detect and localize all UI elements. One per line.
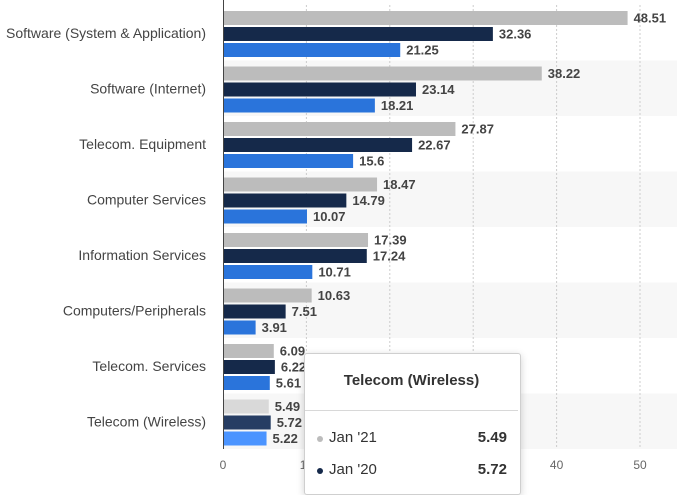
data-label: 5.61 bbox=[276, 376, 301, 391]
bar bbox=[224, 415, 271, 430]
data-label: 10.07 bbox=[313, 209, 346, 224]
bar bbox=[224, 43, 401, 57]
bar bbox=[224, 209, 307, 224]
bar bbox=[224, 344, 274, 358]
category-label: Information Services bbox=[78, 247, 206, 263]
category-label: Telecom (Wireless) bbox=[87, 413, 206, 429]
data-label: 5.49 bbox=[275, 399, 300, 414]
bar bbox=[224, 399, 269, 414]
category-label: Software (Internet) bbox=[90, 80, 206, 96]
tooltip-title: Telecom (Wireless) bbox=[343, 372, 480, 389]
tooltip-row: Jan '20 5.72 bbox=[317, 461, 507, 481]
x-tick-label: 0 bbox=[220, 458, 227, 472]
bar bbox=[224, 66, 542, 81]
data-label: 38.22 bbox=[548, 66, 581, 81]
bar bbox=[224, 431, 267, 446]
data-label: 10.63 bbox=[318, 288, 351, 303]
category-label: Computer Services bbox=[87, 191, 206, 207]
data-label: 15.6 bbox=[359, 154, 384, 169]
data-label: 27.87 bbox=[461, 122, 494, 137]
data-label: 14.79 bbox=[352, 193, 385, 208]
series-dot-icon bbox=[317, 468, 323, 474]
data-label: 21.25 bbox=[406, 43, 439, 58]
x-tick-label: 50 bbox=[633, 458, 647, 472]
bar bbox=[224, 193, 347, 208]
data-label: 22.67 bbox=[418, 138, 451, 153]
data-label: 17.24 bbox=[373, 249, 406, 264]
bar bbox=[224, 304, 286, 319]
data-label: 7.51 bbox=[292, 304, 317, 319]
category-label: Computers/Peripherals bbox=[63, 302, 206, 318]
tooltip-series-value: 5.49 bbox=[477, 429, 507, 446]
data-label: 23.14 bbox=[422, 82, 455, 97]
data-label: 48.51 bbox=[634, 11, 667, 26]
bar bbox=[224, 376, 270, 390]
category-label: Software (System & Application) bbox=[6, 25, 206, 41]
bar bbox=[224, 98, 375, 113]
data-label: 6.22 bbox=[281, 360, 306, 375]
series-dot-icon bbox=[317, 436, 323, 442]
x-tick-label: 40 bbox=[550, 458, 564, 472]
tooltip-divider bbox=[305, 410, 518, 411]
category-label: Telecom. Equipment bbox=[79, 136, 206, 152]
bar bbox=[224, 122, 456, 136]
bar bbox=[224, 27, 493, 41]
category-label: Telecom. Services bbox=[92, 358, 206, 374]
data-label: 17.39 bbox=[374, 233, 407, 248]
bar bbox=[224, 288, 312, 303]
chart-tooltip: Telecom (Wireless) Jan '21 5.49 Jan '20 … bbox=[304, 353, 521, 495]
data-label: 10.71 bbox=[318, 265, 351, 280]
data-label: 5.22 bbox=[273, 431, 298, 446]
bar bbox=[224, 233, 369, 247]
data-label: 32.36 bbox=[499, 27, 532, 42]
bar bbox=[224, 249, 367, 263]
bar bbox=[224, 138, 413, 152]
bar bbox=[224, 320, 256, 335]
bar bbox=[224, 360, 275, 374]
tooltip-series-name: Jan '21 bbox=[329, 429, 377, 446]
data-label: 18.21 bbox=[381, 98, 414, 113]
data-label: 18.47 bbox=[383, 177, 416, 192]
bar bbox=[224, 265, 313, 279]
bar bbox=[224, 177, 378, 192]
tooltip-row: Jan '21 5.49 bbox=[317, 429, 507, 449]
data-label: 3.91 bbox=[262, 320, 287, 335]
data-label: 5.72 bbox=[277, 415, 302, 430]
bar bbox=[224, 11, 628, 25]
bar bbox=[224, 154, 354, 168]
tooltip-series-value: 5.72 bbox=[477, 461, 507, 478]
data-label: 6.09 bbox=[280, 344, 305, 359]
tooltip-series-name: Jan '20 bbox=[329, 461, 377, 478]
bar bbox=[224, 82, 416, 97]
